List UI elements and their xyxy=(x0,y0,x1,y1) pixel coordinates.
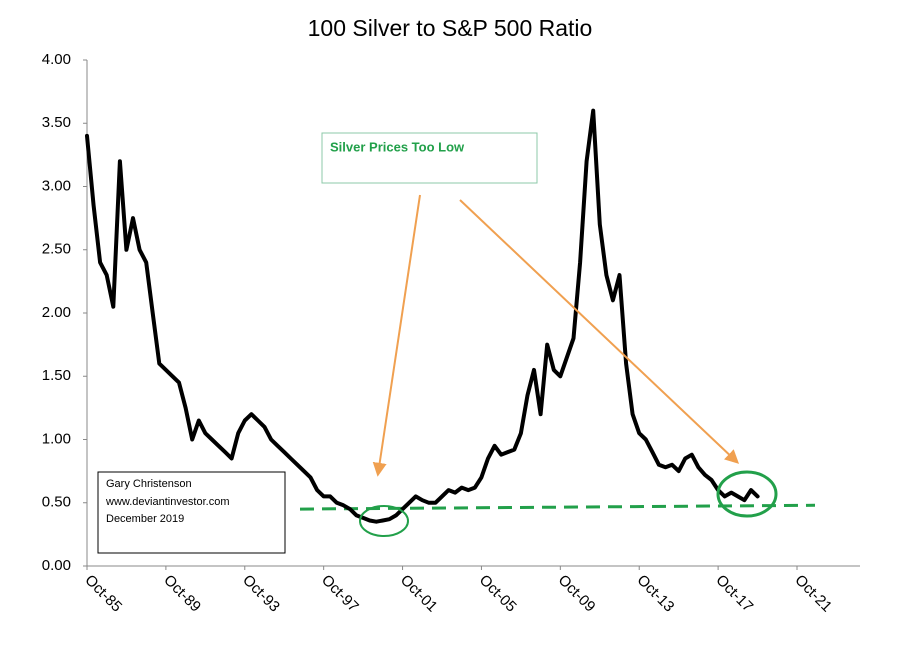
credit-text: www.deviantinvestor.com xyxy=(105,496,230,508)
highlight-ellipse xyxy=(716,470,778,518)
x-tick-label: Oct-17 xyxy=(712,572,756,616)
x-tick-label: Oct-01 xyxy=(397,572,441,616)
x-tick-label: Oct-09 xyxy=(555,572,599,616)
y-tick-label: 0.50 xyxy=(42,494,71,511)
highlight-ellipse xyxy=(359,505,409,537)
y-tick-label: 4.00 xyxy=(42,51,71,68)
credit-box xyxy=(97,471,286,554)
x-tick-label: Oct-97 xyxy=(318,572,362,616)
y-tick-label: 0.00 xyxy=(42,557,71,574)
x-tick-label: Oct-13 xyxy=(634,572,678,616)
credit-text: December 2019 xyxy=(106,513,184,525)
plot-area xyxy=(85,108,816,524)
y-tick-label: 3.00 xyxy=(42,177,71,194)
callout-box xyxy=(321,132,538,184)
arrow xyxy=(459,199,740,464)
arrow xyxy=(372,194,421,477)
x-tick-label: Oct-85 xyxy=(81,572,125,616)
y-tick-label: 2.00 xyxy=(42,304,71,321)
data-line xyxy=(85,108,760,524)
x-tick-label: Oct-21 xyxy=(791,572,835,616)
y-tick-label: 1.00 xyxy=(42,430,71,447)
x-tick-label: Oct-05 xyxy=(476,572,520,616)
x-tick-label: Oct-93 xyxy=(239,572,283,616)
reference-line xyxy=(299,503,816,511)
y-tick-label: 2.50 xyxy=(42,241,71,258)
x-tick-label: Oct-89 xyxy=(160,572,204,616)
y-tick-label: 3.50 xyxy=(42,114,71,131)
y-tick-label: 1.50 xyxy=(42,367,71,384)
chart-title: 100 Silver to S&P 500 Ratio xyxy=(308,15,593,41)
callout-text: Silver Prices Too Low xyxy=(330,139,465,154)
credit-text: Gary Christenson xyxy=(106,478,192,490)
